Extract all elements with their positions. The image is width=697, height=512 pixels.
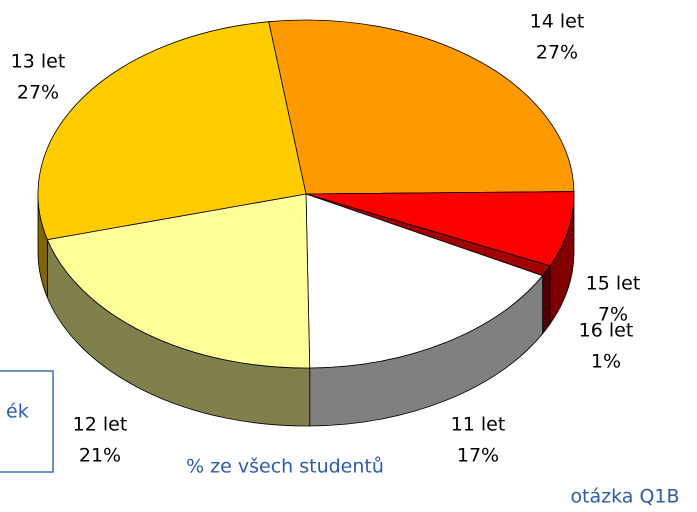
pie-slice: [305, 191, 575, 267]
value-label: 21%: [79, 445, 121, 467]
box-text: ék: [6, 401, 29, 423]
pie-slice: [46, 193, 311, 369]
value-label: 1%: [591, 351, 621, 373]
pie-slice: [305, 193, 544, 369]
value-label: 17%: [457, 445, 499, 467]
value-label: 27%: [536, 42, 578, 64]
pie-slice: [37, 21, 307, 241]
slice-label: 15 let: [586, 273, 641, 295]
slice-label: 11 let: [451, 414, 506, 436]
side-box: [0, 370, 54, 473]
value-label: 7%: [598, 304, 628, 326]
value-label: 27%: [17, 82, 59, 104]
slice-label: 13 let: [11, 51, 66, 73]
slice-label: 16 let: [579, 320, 634, 342]
slice-label: 12 let: [73, 414, 128, 436]
pie-slice: [268, 19, 575, 195]
slice-label: 14 let: [530, 11, 585, 33]
pie-side: [542, 264, 551, 335]
footnote: otázka Q1B: [570, 486, 679, 508]
subtitle: % ze všech studentů: [186, 456, 384, 478]
